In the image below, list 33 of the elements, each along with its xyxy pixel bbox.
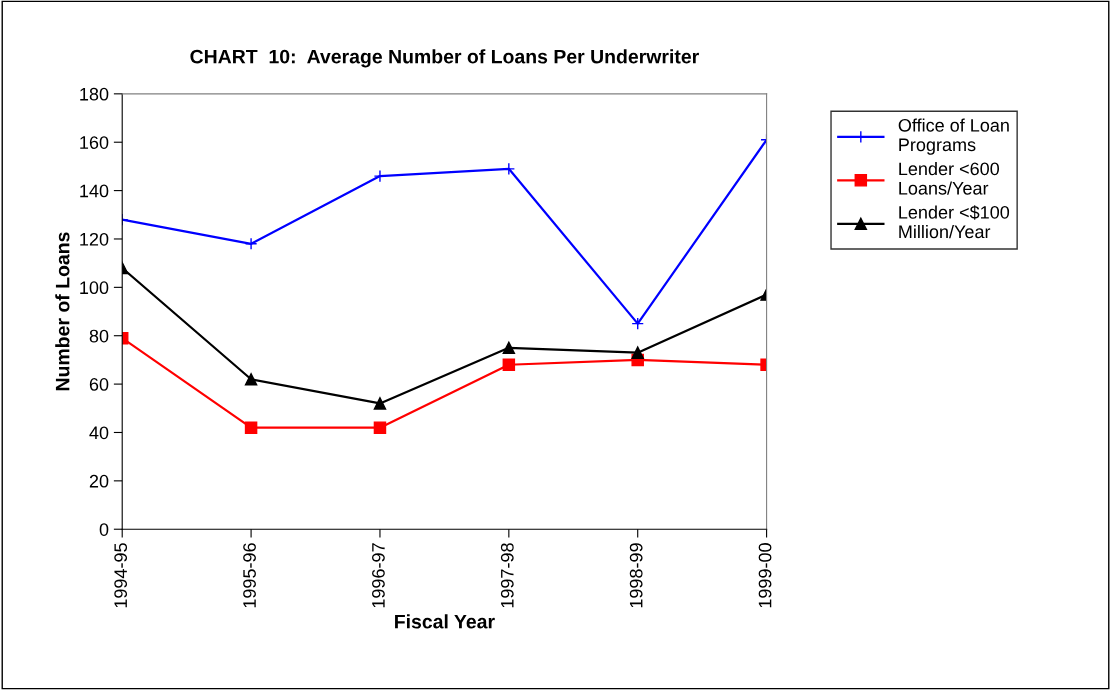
point	[631, 346, 644, 359]
x-tick-label: 1998-99	[629, 543, 643, 608]
y-axis-title: Number of Loans	[55, 232, 70, 391]
y-tick-label: 180	[80, 87, 109, 101]
legend-label: Office of Loan Programs	[898, 118, 1009, 155]
y-tick-label: 60	[89, 378, 109, 391]
x-tick-label: 1994-95	[114, 543, 128, 608]
point	[244, 373, 258, 386]
chart-title: CHART 10: Average Number of Loans Per Underwriter	[190, 49, 699, 68]
y-tick-label: 0	[99, 523, 109, 536]
y-tick-label: 80	[89, 329, 109, 343]
legend-label: Lender <600 Loans/Year	[899, 161, 1000, 195]
point	[502, 358, 516, 372]
point	[502, 341, 516, 355]
point	[373, 397, 387, 410]
x-tick-label: 1999-00	[758, 543, 772, 608]
point	[244, 237, 258, 251]
y-tick-label: 160	[80, 136, 109, 149]
x-axis-title: Fiscal Year	[395, 614, 495, 629]
y-tick-label: 20	[89, 474, 109, 488]
x-tick-label: 1996-97	[372, 543, 385, 608]
x-tick-label: 1995-96	[243, 543, 256, 608]
point	[244, 421, 258, 434]
point	[373, 169, 387, 183]
point	[631, 317, 644, 330]
y-tick-label: 120	[80, 232, 109, 246]
point	[502, 162, 516, 176]
legend-label: Lender <$100 Million/Year	[899, 205, 1010, 239]
y-tick-label: 40	[89, 426, 109, 440]
y-tick-label: 140	[80, 184, 109, 198]
y-tick-label: 100	[80, 281, 109, 295]
point	[373, 421, 387, 434]
x-tick-label: 1997-98	[500, 543, 514, 608]
